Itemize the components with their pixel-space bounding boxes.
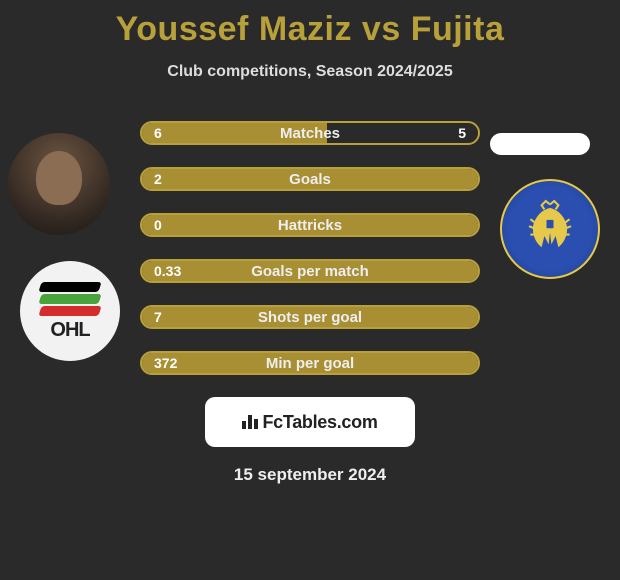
- player-right-avatar: [490, 133, 590, 155]
- player-left-avatar: [8, 133, 110, 235]
- stat-right-value: 5: [458, 125, 466, 141]
- stat-left-value: 372: [154, 355, 177, 371]
- page-title: Youssef Maziz vs Fujita: [0, 0, 620, 49]
- club-left-badge: OHL: [20, 261, 120, 361]
- stat-left-value: 0: [154, 217, 162, 233]
- stat-label: Goals: [289, 171, 331, 188]
- stat-left-value: 6: [154, 125, 162, 141]
- stat-label: Min per goal: [266, 355, 354, 372]
- stat-left-value: 2: [154, 171, 162, 187]
- club-right-badge: [500, 179, 600, 279]
- stat-row: 0.33 Goals per match: [140, 259, 480, 283]
- stripe-icon: [38, 294, 101, 304]
- eagle-crest-icon: [515, 194, 585, 264]
- stat-row: 6 Matches 5: [140, 121, 480, 145]
- stat-label: Shots per goal: [258, 309, 362, 326]
- comparison-panel: OHL 6 Matches 5 2 Goals 0 Hattricks 0.33 Goals p…: [0, 121, 620, 375]
- stat-bar: 2 Goals: [140, 167, 480, 191]
- club-left-label: OHL: [50, 319, 89, 342]
- stat-label: Goals per match: [251, 263, 369, 280]
- page-subtitle: Club competitions, Season 2024/2025: [0, 63, 620, 81]
- stat-row: 372 Min per goal: [140, 351, 480, 375]
- brand-badge[interactable]: FcTables.com: [205, 397, 415, 447]
- stat-bar: 0.33 Goals per match: [140, 259, 480, 283]
- stripe-icon: [38, 306, 101, 316]
- brand-label: FcTables.com: [262, 412, 377, 433]
- stat-left-value: 7: [154, 309, 162, 325]
- stat-left-value: 0.33: [154, 263, 181, 279]
- date-label: 15 september 2024: [0, 465, 620, 485]
- stat-bar: 372 Min per goal: [140, 351, 480, 375]
- stat-label: Hattricks: [278, 217, 342, 234]
- stat-row: 7 Shots per goal: [140, 305, 480, 329]
- stat-bar: 6 Matches 5: [140, 121, 480, 145]
- stats-bars: 6 Matches 5 2 Goals 0 Hattricks 0.33 Goals per m…: [140, 121, 480, 375]
- stat-row: 0 Hattricks: [140, 213, 480, 237]
- stat-label: Matches: [280, 125, 340, 142]
- stat-bar: 7 Shots per goal: [140, 305, 480, 329]
- bar-chart-icon: [242, 415, 258, 429]
- stat-bar: 0 Hattricks: [140, 213, 480, 237]
- stripe-icon: [38, 282, 101, 292]
- stat-row: 2 Goals: [140, 167, 480, 191]
